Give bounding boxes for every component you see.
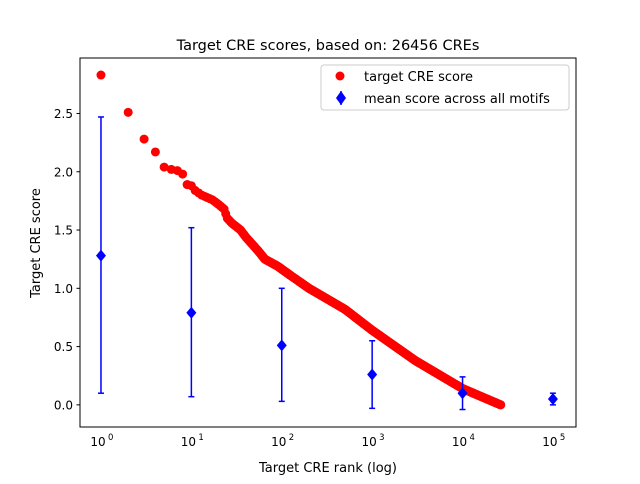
legend-marker-mean-score xyxy=(336,91,346,105)
target-score-point xyxy=(178,169,188,179)
legend: target CRE score mean score across all m… xyxy=(320,64,570,111)
x-axis-label: Target CRE rank (log) xyxy=(258,461,397,476)
x-tick-label: 10 xyxy=(452,435,467,449)
legend-label-target-score: target CRE score xyxy=(364,70,473,85)
y-tick-label: 0.5 xyxy=(54,340,73,354)
x-tick-exponent: 5 xyxy=(560,433,565,443)
x-tick-label: 10 xyxy=(271,435,286,449)
target-score-point xyxy=(150,147,160,157)
y-tick-label: 0.0 xyxy=(54,398,73,412)
legend-marker-target-score xyxy=(335,71,345,81)
mean-score-point xyxy=(457,387,468,400)
legend-box xyxy=(320,64,570,111)
target-score-point xyxy=(496,400,506,410)
x-tick-exponent: 3 xyxy=(379,433,384,443)
y-tick-label: 1.0 xyxy=(54,282,73,296)
x-tick-exponent: 0 xyxy=(108,433,113,443)
mean-score-point xyxy=(547,393,558,406)
x-tick-label: 10 xyxy=(181,435,196,449)
x-tick-exponent: 1 xyxy=(198,433,203,443)
mean-score-point xyxy=(95,249,106,262)
x-tick-label: 10 xyxy=(542,435,557,449)
x-tick-label: 10 xyxy=(90,435,105,449)
y-axis-label: Target CRE score xyxy=(29,188,44,299)
x-tick-exponent: 2 xyxy=(289,433,294,443)
target-score-point xyxy=(139,134,149,144)
target-score-point xyxy=(123,107,133,117)
chart-title: Target CRE scores, based on: 26456 CREs xyxy=(176,38,480,54)
plot-frame xyxy=(79,57,577,428)
target-score-point xyxy=(159,162,169,172)
x-tick-exponent: 4 xyxy=(470,433,475,443)
mean-score-point xyxy=(276,339,287,352)
mean-score-point xyxy=(186,306,197,319)
target-score-point xyxy=(96,70,106,80)
y-tick-label: 1.5 xyxy=(54,224,73,238)
legend-label-mean-score: mean score across all motifs xyxy=(364,92,550,107)
y-tick-label: 2.5 xyxy=(54,107,73,121)
x-tick-label: 10 xyxy=(362,435,377,449)
y-tick-label: 2.0 xyxy=(54,165,73,179)
mean-score-point xyxy=(367,368,378,381)
